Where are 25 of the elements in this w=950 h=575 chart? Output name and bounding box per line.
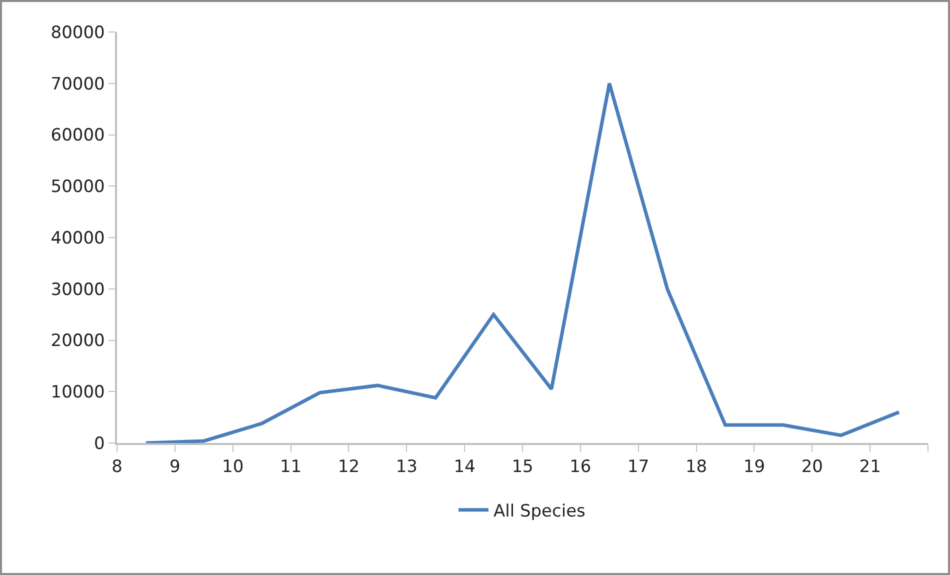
x-tick-label: 21 — [859, 457, 881, 478]
x-tick-label: 11 — [280, 457, 302, 478]
y-tick-label: 80000 — [50, 22, 105, 43]
y-tick-label: 60000 — [50, 126, 105, 146]
x-tick-label: 18 — [685, 457, 708, 478]
x-tick-label: 15 — [512, 457, 534, 478]
x-tick-label: 14 — [454, 457, 476, 478]
x-tick-label: 16 — [570, 457, 592, 478]
x-tick-label: 8 — [112, 457, 122, 478]
y-tick-label: 0 — [94, 434, 105, 454]
y-tick-label: 70000 — [50, 74, 105, 94]
y-tick-label: 30000 — [50, 280, 105, 300]
x-tick-label: 12 — [338, 457, 360, 478]
y-tick-label: 50000 — [50, 177, 105, 198]
y-tick-label: 10000 — [50, 382, 105, 403]
legend-label: All Species — [494, 502, 586, 522]
x-tick-label: 13 — [396, 457, 418, 478]
x-tick-label: 10 — [222, 457, 244, 478]
x-tick-label: 20 — [801, 457, 823, 478]
y-tick-label: 40000 — [50, 228, 105, 248]
line-series — [144, 82, 901, 443]
x-tick-label: 19 — [743, 457, 766, 478]
x-tick-label: 17 — [628, 457, 650, 478]
y-tick-label: 20000 — [50, 331, 105, 352]
x-tick-label: 9 — [170, 457, 180, 478]
